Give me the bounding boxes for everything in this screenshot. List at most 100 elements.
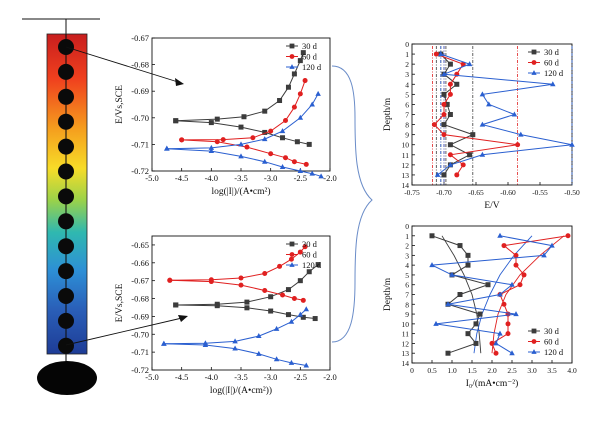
data-point bbox=[280, 135, 286, 141]
legend-marker bbox=[531, 70, 537, 75]
series-line bbox=[169, 246, 306, 281]
y-tick-label: 9 bbox=[405, 310, 409, 319]
data-point bbox=[173, 118, 179, 124]
data-point bbox=[297, 91, 303, 97]
data-point bbox=[261, 136, 268, 142]
legend-label: 60 d bbox=[302, 52, 318, 62]
data-point bbox=[303, 306, 310, 312]
data-point bbox=[291, 296, 297, 302]
data-point bbox=[261, 158, 268, 164]
sensor-dot bbox=[58, 163, 74, 180]
data-point bbox=[501, 243, 507, 249]
data-point bbox=[202, 341, 209, 347]
y-tick-label: 0 bbox=[405, 40, 409, 49]
data-point bbox=[515, 142, 521, 148]
sensor-dot bbox=[58, 263, 74, 280]
y-tick-label: -0.72 bbox=[131, 166, 149, 176]
data-point bbox=[454, 81, 460, 87]
data-point bbox=[164, 145, 170, 151]
y-tick-label: 14 bbox=[402, 181, 410, 190]
data-point bbox=[303, 362, 310, 368]
y-axis-label: E/Vs,SCE bbox=[115, 283, 125, 322]
legend-marker bbox=[289, 241, 295, 247]
y-tick-label: -0.71 bbox=[131, 347, 149, 357]
data-point bbox=[460, 162, 466, 168]
legend-label: 60 d bbox=[544, 58, 560, 68]
data-point bbox=[549, 242, 555, 248]
data-point bbox=[238, 282, 244, 288]
data-point bbox=[466, 61, 473, 67]
y-tick-label: 5 bbox=[405, 271, 409, 280]
data-point bbox=[309, 101, 315, 107]
legend-marker bbox=[289, 64, 295, 69]
data-point bbox=[457, 292, 463, 297]
data-point bbox=[318, 173, 324, 179]
y-tick-label: -0.68 bbox=[131, 294, 149, 304]
x-tick-label: -0.60 bbox=[500, 188, 516, 197]
data-point bbox=[268, 151, 274, 157]
column-base bbox=[37, 361, 97, 395]
y-tick-label: 2 bbox=[405, 242, 409, 251]
data-point bbox=[441, 101, 447, 107]
y-tick-label: 1 bbox=[405, 232, 409, 241]
x-axis-label: E/V bbox=[484, 201, 499, 211]
sensor-dot bbox=[58, 138, 74, 155]
data-point bbox=[309, 170, 315, 176]
legend-label: 120 d bbox=[302, 62, 322, 72]
data-point bbox=[497, 291, 503, 297]
data-point bbox=[262, 287, 268, 293]
y-tick-label: 6 bbox=[405, 281, 409, 290]
x-tick-label: -4.0 bbox=[205, 173, 218, 183]
data-point bbox=[208, 148, 215, 154]
data-point bbox=[262, 108, 268, 114]
data-point bbox=[315, 90, 321, 96]
sensor-dot bbox=[58, 188, 74, 205]
data-point bbox=[250, 135, 256, 141]
y-tick-label: 0 bbox=[405, 222, 409, 231]
data-point bbox=[465, 331, 471, 337]
y-tick-label: 8 bbox=[405, 300, 409, 309]
data-point bbox=[513, 311, 519, 317]
x-tick-label: -4.0 bbox=[205, 372, 218, 382]
legend-marker bbox=[289, 43, 295, 49]
series-120-d bbox=[429, 232, 555, 356]
y-tick-label: -0.68 bbox=[131, 60, 149, 70]
y-tick-label: 7 bbox=[405, 111, 409, 120]
data-point bbox=[489, 340, 495, 346]
data-point bbox=[297, 311, 304, 317]
y-tick-label: 7 bbox=[405, 291, 409, 300]
legend-marker bbox=[531, 49, 537, 55]
data-point bbox=[302, 244, 308, 250]
data-point bbox=[315, 262, 321, 268]
data-point bbox=[238, 153, 244, 159]
data-point bbox=[277, 263, 283, 269]
series-60-d bbox=[431, 51, 521, 178]
x-tick-label: 2.0 bbox=[487, 366, 497, 375]
y-tick-label: -0.72 bbox=[131, 365, 149, 375]
legend-label: 30 d bbox=[544, 47, 560, 57]
data-point bbox=[505, 321, 511, 327]
y-tick-label: 4 bbox=[405, 80, 409, 89]
trend-curve bbox=[473, 235, 533, 354]
y-tick-label: -0.67 bbox=[131, 276, 149, 286]
x-tick-label: -0.50 bbox=[564, 188, 580, 197]
data-point bbox=[285, 312, 291, 318]
data-point bbox=[521, 272, 527, 278]
data-point bbox=[429, 262, 435, 268]
x-tick-label: 1.5 bbox=[467, 366, 477, 375]
y-tick-label: 4 bbox=[405, 261, 409, 270]
x-tick-label: 4.0 bbox=[567, 366, 577, 375]
legend-marker bbox=[289, 252, 295, 257]
data-point bbox=[214, 116, 220, 122]
data-point bbox=[445, 301, 451, 307]
data-point bbox=[167, 277, 173, 283]
series-30-d bbox=[173, 118, 312, 147]
sensor-dot bbox=[58, 213, 74, 230]
y-tick-label: 3 bbox=[405, 70, 409, 79]
data-point bbox=[550, 81, 556, 87]
data-point bbox=[479, 151, 486, 157]
data-point bbox=[447, 112, 453, 117]
data-point bbox=[473, 321, 479, 327]
